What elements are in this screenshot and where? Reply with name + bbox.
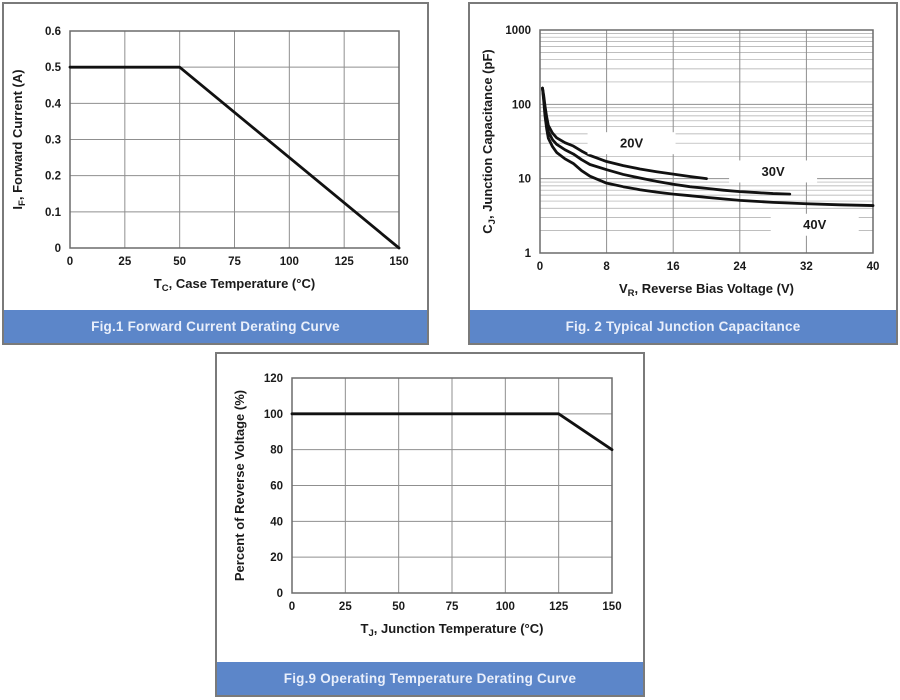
- svg-text:1: 1: [525, 248, 532, 260]
- annotation-label: 20V: [620, 136, 643, 151]
- svg-text:50: 50: [173, 256, 186, 268]
- svg-text:40: 40: [270, 516, 283, 528]
- svg-text:100: 100: [496, 601, 515, 613]
- y-tick-labels: 0 20 40 60 80 100 120: [264, 373, 283, 600]
- svg-text:16: 16: [667, 261, 680, 273]
- gridlines: [69, 30, 400, 249]
- svg-text:0.6: 0.6: [45, 26, 61, 38]
- y-axis-label: CJ, Junction Capacitance (pF): [480, 49, 498, 233]
- y-axis-label: Percent of Reverse Voltage (%): [232, 390, 247, 581]
- y-axis-label: IF, Forward Current (A): [10, 69, 28, 209]
- svg-text:8: 8: [603, 261, 610, 273]
- svg-text:75: 75: [228, 256, 241, 268]
- figure-caption-fig2: Fig. 2 Typical Junction Capacitance: [470, 310, 896, 343]
- svg-text:1000: 1000: [505, 25, 531, 37]
- figure-panel-fig2: 20V 30V 40V 0 8 16 24 32 40 1 10 100 1000 VR, Reverse…: [468, 2, 898, 345]
- series-group: [290, 412, 614, 452]
- gridlines: [291, 377, 613, 594]
- chart-area-fig9: 0 25 50 75 100 125 150 0 20 40 60 80 100 120 TJ, Junct…: [217, 354, 643, 662]
- svg-text:120: 120: [264, 373, 283, 385]
- svg-text:20: 20: [270, 552, 283, 564]
- svg-text:25: 25: [118, 256, 131, 268]
- figure-caption-fig1: Fig.1 Forward Current Derating Curve: [4, 310, 427, 343]
- svg-text:40: 40: [867, 261, 880, 273]
- annotation-mask: [770, 213, 859, 236]
- caption-text-fig2: Fig. 2 Typical Junction Capacitance: [565, 319, 801, 334]
- svg-text:125: 125: [549, 601, 569, 613]
- annotations: 20V 30V 40V: [587, 132, 859, 236]
- svg-text:0.1: 0.1: [45, 207, 62, 219]
- series-40V: [541, 86, 875, 207]
- svg-text:0.2: 0.2: [45, 171, 61, 183]
- figure-panel-fig9: 0 25 50 75 100 125 150 0 20 40 60 80 100 120 TJ, Junct…: [215, 352, 645, 697]
- svg-text:24: 24: [733, 261, 746, 273]
- svg-text:0: 0: [289, 601, 295, 613]
- svg-text:32: 32: [800, 261, 813, 273]
- annotation-label: 30V: [762, 164, 785, 179]
- series-reverse-voltage-derating: [290, 412, 614, 452]
- svg-text:0.3: 0.3: [45, 135, 61, 147]
- plot-frame: [539, 29, 874, 254]
- svg-text:0.4: 0.4: [45, 98, 62, 110]
- figure-panel-fig1: 0 25 50 75 100 125 150 0 0.1 0.2 0.3 0.4 0.5 0.6 TC, C…: [2, 2, 429, 345]
- x-axis-label: TJ, Junction Temperature (°C): [361, 621, 544, 639]
- svg-text:150: 150: [389, 256, 408, 268]
- x-axis-label: VR, Reverse Bias Voltage (V): [619, 281, 794, 299]
- x-tick-labels: 0 8 16 24 32 40: [537, 261, 880, 273]
- svg-text:60: 60: [270, 481, 283, 493]
- y-tick-labels: 0 0.1 0.2 0.3 0.4 0.5 0.6: [45, 26, 62, 255]
- svg-text:0: 0: [67, 256, 73, 268]
- svg-text:75: 75: [446, 601, 459, 613]
- svg-text:0: 0: [55, 243, 61, 255]
- annotation-mask: [587, 132, 676, 155]
- plot-frame: [291, 377, 613, 594]
- svg-text:100: 100: [264, 409, 283, 421]
- figure-caption-fig9: Fig.9 Operating Temperature Derating Cur…: [217, 662, 643, 695]
- x-axis-label: TC, Case Temperature (°C): [154, 276, 315, 294]
- annotation-label: 40V: [803, 217, 826, 232]
- plot-frame: [69, 30, 400, 249]
- series-group: [68, 65, 401, 250]
- svg-text:0.5: 0.5: [45, 62, 62, 74]
- svg-text:150: 150: [602, 601, 621, 613]
- chart-area-fig2: 20V 30V 40V 0 8 16 24 32 40 1 10 100 1000 VR, Reverse…: [470, 4, 896, 310]
- svg-text:0: 0: [277, 588, 283, 600]
- x-tick-labels: 0 25 50 75 100 125 150: [289, 601, 622, 613]
- chart-area-fig1: 0 25 50 75 100 125 150 0 0.1 0.2 0.3 0.4 0.5 0.6 TC, C…: [4, 4, 427, 310]
- caption-text-fig9: Fig.9 Operating Temperature Derating Cur…: [283, 671, 577, 686]
- svg-text:125: 125: [335, 256, 355, 268]
- svg-text:0: 0: [537, 261, 543, 273]
- y-tick-labels: 1 10 100 1000: [505, 25, 531, 260]
- series-group: [541, 86, 875, 207]
- junction-capacitance-chart: 20V 30V 40V 0 8 16 24 32 40 1 10 100 1000 VR, Reverse…: [480, 25, 880, 299]
- operating-temperature-derating-chart: 0 25 50 75 100 125 150 0 20 40 60 80 100 120 TJ, Junct…: [232, 373, 622, 639]
- svg-text:50: 50: [392, 601, 405, 613]
- forward-current-derating-chart: 0 25 50 75 100 125 150 0 0.1 0.2 0.3 0.4 0.5 0.6 TC, C…: [10, 26, 409, 294]
- svg-text:100: 100: [280, 256, 299, 268]
- svg-text:80: 80: [270, 445, 283, 457]
- svg-text:10: 10: [518, 174, 531, 186]
- x-tick-labels: 0 25 50 75 100 125 150: [67, 256, 409, 268]
- series-forward-current-derating: [68, 65, 401, 250]
- svg-text:25: 25: [339, 601, 352, 613]
- annotation-mask: [729, 160, 818, 183]
- svg-text:100: 100: [512, 99, 531, 111]
- caption-text-fig1: Fig.1 Forward Current Derating Curve: [91, 319, 340, 334]
